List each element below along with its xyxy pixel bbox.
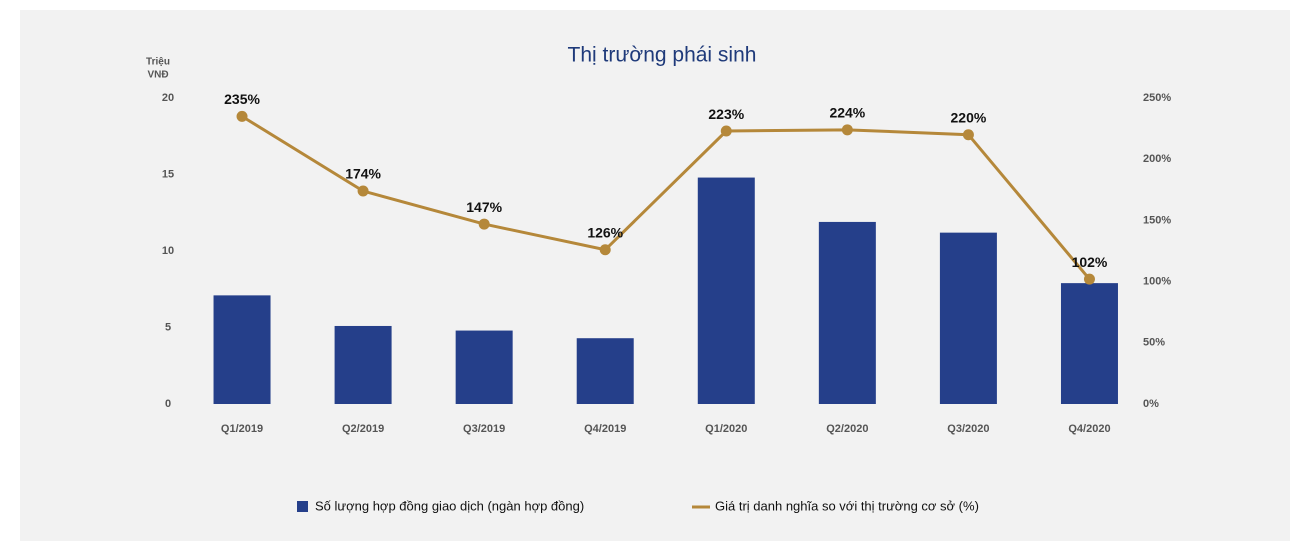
data-label: 220% [951, 109, 987, 125]
y-axis-title: Triệu [146, 57, 170, 68]
data-label: 147% [466, 199, 502, 215]
line-point [720, 125, 732, 137]
line [241, 115, 1091, 281]
legend-swatch [297, 501, 308, 512]
y2-tick-label: 0% [1143, 398, 1159, 410]
line-point [962, 129, 974, 141]
data-label: 126% [587, 224, 623, 240]
line-point [1083, 273, 1095, 285]
y-axis-title: VNĐ [147, 70, 168, 81]
legend-label: Số lượng hợp đồng giao dịch (ngàn hợp đồ… [315, 498, 584, 513]
data-label: 102% [1072, 254, 1108, 270]
line-point [478, 218, 490, 230]
x-tick-label: Q4/2020 [1068, 423, 1110, 435]
data-label: 224% [829, 105, 865, 121]
x-tick-label: Q3/2019 [463, 423, 505, 435]
x-tick-label: Q2/2019 [342, 423, 384, 435]
x-tick-label: Q1/2020 [705, 423, 747, 435]
legend-label: Giá trị danh nghĩa so với thị trường cơ … [715, 498, 979, 513]
y2-tick-label: 200% [1143, 153, 1171, 165]
data-label: 174% [345, 166, 381, 182]
data-label: 223% [708, 106, 744, 122]
x-tick-label: Q3/2020 [947, 423, 989, 435]
bar [576, 338, 634, 404]
x-tick-label: Q2/2020 [826, 423, 868, 435]
line-point [236, 110, 248, 122]
x-tick-label: Q4/2019 [584, 423, 626, 435]
y2-tick-label: 50% [1143, 337, 1165, 349]
bar [818, 221, 876, 404]
bar [455, 330, 513, 404]
y-tick-label: 10 [162, 245, 174, 257]
bar [939, 232, 997, 404]
y-tick-label: 5 [165, 321, 171, 333]
y-tick-label: 20 [162, 92, 174, 104]
line-point [841, 124, 853, 136]
line-point [357, 185, 369, 197]
y-tick-label: 0 [165, 398, 171, 410]
bar [213, 295, 271, 404]
y2-tick-label: 150% [1143, 214, 1171, 226]
bar [1060, 283, 1118, 404]
y2-tick-label: 250% [1143, 92, 1171, 104]
background [20, 10, 1290, 541]
bar [697, 177, 755, 404]
x-tick-label: Q1/2019 [221, 423, 263, 435]
chart-title: Thị trường phái sinh [568, 44, 757, 67]
line-point [599, 244, 611, 256]
y-tick-label: 15 [162, 168, 174, 180]
bar [334, 325, 392, 404]
data-label: 235% [224, 91, 260, 107]
y2-tick-label: 100% [1143, 276, 1171, 288]
